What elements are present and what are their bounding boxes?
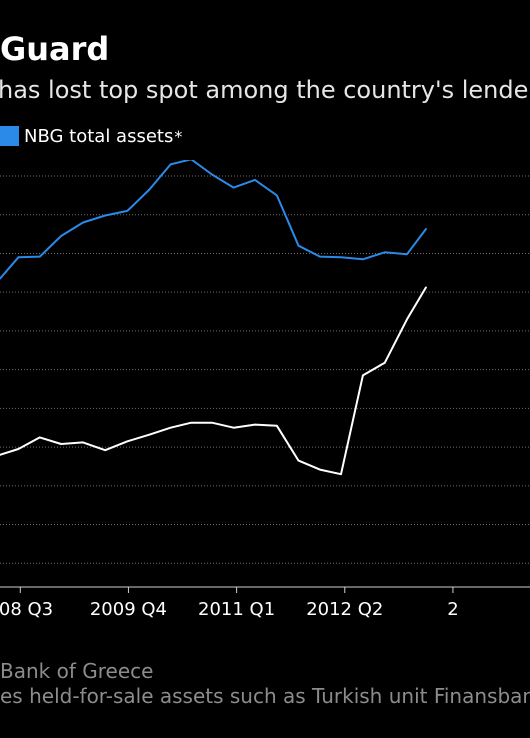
x-tick-label-3: 2012 Q2 (306, 599, 383, 620)
legend-label-nbg: NBG total assets (24, 125, 174, 147)
legend-swatch-nbg (0, 126, 19, 146)
chart-legend: NBG total assets * (0, 124, 182, 148)
line-chart: 008 Q3 2009 Q4 2011 Q1 2012 Q2 2 (0, 160, 530, 620)
x-tick-label-1: 2009 Q4 (90, 599, 167, 620)
chart-title: Guard (0, 30, 110, 68)
chart-subtitle: has lost top spot among the country's le… (0, 76, 530, 104)
x-tick-label-2: 2011 Q1 (198, 599, 275, 620)
series-line-1 (0, 286, 427, 476)
note-footnote: es held-for-sale assets such as Turkish … (0, 684, 530, 708)
series-line-0 (0, 160, 427, 280)
legend-asterisk: * (174, 126, 183, 146)
source-footnote: Bank of Greece (0, 659, 154, 683)
x-tick-label-4: 2 (447, 599, 458, 620)
x-tick-label-0: 008 Q3 (0, 599, 53, 620)
